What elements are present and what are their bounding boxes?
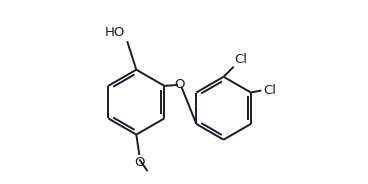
Text: Cl: Cl	[263, 84, 276, 97]
Text: HO: HO	[105, 26, 125, 39]
Text: O: O	[134, 156, 145, 169]
Text: O: O	[174, 78, 185, 91]
Text: Cl: Cl	[235, 53, 248, 66]
